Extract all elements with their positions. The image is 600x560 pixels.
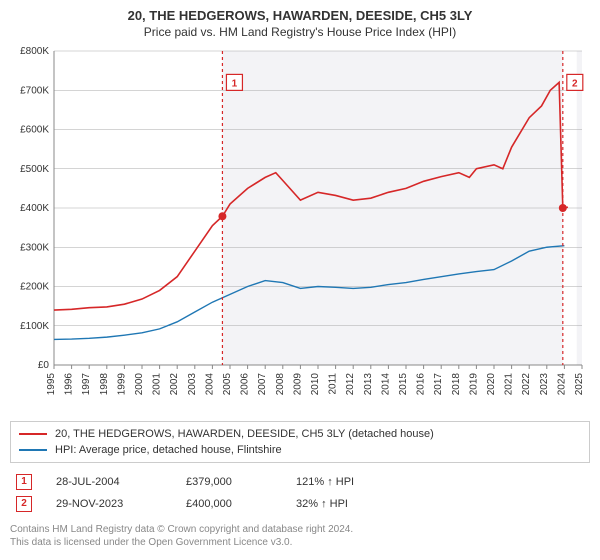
line-chart-svg: £0 £100K £200K £300K £400K £500K £600K £700K £80… — [10, 45, 590, 415]
y-tick-label: £500K — [20, 164, 49, 175]
y-tick-label: £400K — [20, 203, 49, 214]
x-tick-label: 2020 — [486, 373, 497, 396]
x-tick-label: 2013 — [363, 373, 374, 396]
x-tick-label: 2011 — [328, 373, 339, 395]
transaction-date: 28-JUL-2004 — [50, 471, 180, 493]
x-tick-label: 2015 — [398, 373, 409, 396]
x-tick-label: 2025 — [574, 373, 585, 396]
transaction-date: 29-NOV-2023 — [50, 493, 180, 515]
legend-label: 20, THE HEDGEROWS, HAWARDEN, DEESIDE, CH… — [55, 428, 434, 440]
transaction-table: 1 28-JUL-2004£379,000121% ↑ HPI 2 29-NOV-20… — [10, 471, 590, 515]
marker-dot-2 — [559, 204, 567, 212]
x-tick-label: 2007 — [257, 373, 268, 396]
y-tick-label: £100K — [20, 321, 49, 332]
x-tick-label: 1995 — [46, 373, 57, 396]
x-tick-label: 2017 — [433, 373, 444, 396]
y-tick-label: £600K — [20, 125, 49, 136]
transaction-price: £379,000 — [180, 471, 290, 493]
x-tick-label: 1999 — [116, 373, 127, 396]
x-tick-label: 2002 — [169, 373, 180, 396]
transaction-pct: 121% ↑ HPI — [290, 471, 590, 493]
x-tick-label: 2014 — [380, 373, 391, 396]
transaction-marker: 1 — [16, 474, 32, 490]
x-tick-label: 1998 — [99, 373, 110, 396]
x-tick-label: 2018 — [451, 373, 462, 396]
x-tick-label: 1997 — [81, 373, 92, 396]
transaction-pct: 32% ↑ HPI — [290, 493, 590, 515]
x-tick-label: 2019 — [468, 373, 479, 396]
x-tick-label: 2006 — [240, 373, 251, 396]
x-tick-label: 1996 — [64, 373, 75, 396]
marker-badge-text-2: 2 — [572, 78, 578, 89]
x-tick-label: 2004 — [204, 373, 215, 396]
legend-swatch — [19, 433, 47, 435]
marker-badge-text-1: 1 — [232, 78, 238, 89]
x-tick-label: 2023 — [539, 373, 550, 396]
x-tick-label: 2003 — [187, 373, 198, 396]
y-tick-label: £300K — [20, 242, 49, 253]
footer-attribution: Contains HM Land Registry data © Crown c… — [10, 523, 590, 549]
legend-item: 20, THE HEDGEROWS, HAWARDEN, DEESIDE, CH… — [19, 426, 581, 442]
chart-subtitle: Price paid vs. HM Land Registry's House … — [10, 25, 590, 39]
footer-line-2: This data is licensed under the Open Gov… — [10, 536, 590, 549]
x-tick-label: 2001 — [152, 373, 163, 396]
y-tick-label: £200K — [20, 282, 49, 293]
x-tick-label: 2005 — [222, 373, 233, 396]
transaction-marker: 2 — [16, 496, 32, 512]
y-tick-label: £0 — [38, 360, 50, 371]
legend-item: HPI: Average price, detached house, Flin… — [19, 442, 581, 458]
x-tick-label: 2024 — [556, 373, 567, 396]
x-tick-label: 2022 — [521, 373, 532, 396]
chart-title: 20, THE HEDGEROWS, HAWARDEN, DEESIDE, CH… — [10, 8, 590, 23]
footer-line-1: Contains HM Land Registry data © Crown c… — [10, 523, 590, 536]
marker-dot-1 — [218, 212, 226, 220]
x-tick-label: 2010 — [310, 373, 321, 396]
transaction-row: 2 29-NOV-2023£400,00032% ↑ HPI — [10, 493, 590, 515]
y-tick-label: £700K — [20, 85, 49, 96]
chart-container: 20, THE HEDGEROWS, HAWARDEN, DEESIDE, CH… — [0, 0, 600, 560]
legend: 20, THE HEDGEROWS, HAWARDEN, DEESIDE, CH… — [10, 421, 590, 463]
x-tick-label: 2021 — [504, 373, 515, 396]
y-tick-label: £800K — [20, 46, 49, 57]
legend-label: HPI: Average price, detached house, Flin… — [55, 444, 282, 456]
x-tick-label: 2016 — [416, 373, 427, 396]
x-tick-label: 2012 — [345, 373, 356, 396]
x-tick-label: 2000 — [134, 373, 145, 396]
transaction-row: 1 28-JUL-2004£379,000121% ↑ HPI — [10, 471, 590, 493]
x-tick-label: 2009 — [292, 373, 303, 396]
chart-plot-area: £0 £100K £200K £300K £400K £500K £600K £700K £80… — [10, 45, 590, 415]
x-tick-label: 2008 — [275, 373, 286, 396]
transaction-price: £400,000 — [180, 493, 290, 515]
legend-swatch — [19, 449, 47, 451]
